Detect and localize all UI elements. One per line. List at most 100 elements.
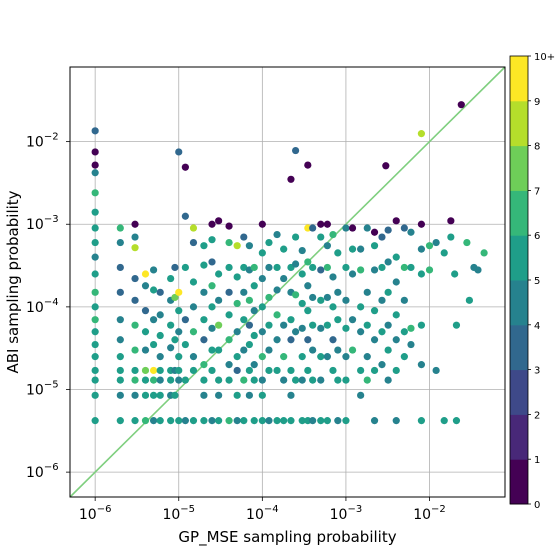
data-point (189, 303, 198, 311)
data-point (280, 376, 288, 384)
data-point (317, 220, 325, 228)
data-point (432, 238, 440, 247)
colorbar-segment (510, 369, 528, 415)
data-point (189, 366, 198, 375)
data-point (357, 328, 365, 336)
data-point (189, 417, 198, 425)
data-point (200, 288, 208, 296)
data-point (304, 366, 312, 375)
data-point (225, 376, 233, 384)
data-point (175, 307, 183, 315)
data-point (141, 328, 150, 336)
data-point (258, 353, 266, 361)
data-point (432, 366, 440, 375)
data-point (370, 307, 379, 315)
colorbar-tick-label: 5 (534, 276, 540, 287)
data-point (258, 274, 266, 283)
data-point (292, 233, 300, 241)
data-point (357, 245, 365, 253)
data-point (245, 296, 253, 304)
data-point (317, 353, 325, 361)
data-point (384, 226, 392, 234)
data-point (378, 263, 386, 272)
data-point (141, 376, 150, 384)
data-point (181, 212, 189, 220)
data-point (357, 391, 365, 399)
data-point (240, 417, 248, 425)
data-point (273, 311, 281, 319)
data-point (273, 263, 281, 272)
data-point (131, 376, 139, 384)
data-point (215, 391, 223, 399)
data-point (116, 224, 124, 232)
data-point (329, 273, 337, 281)
data-point (141, 391, 150, 399)
data-point (91, 127, 99, 135)
data-point (149, 417, 158, 425)
data-point (91, 366, 99, 375)
data-point (233, 391, 241, 399)
data-point (175, 328, 183, 336)
data-point (116, 238, 124, 247)
data-point (323, 417, 331, 425)
y-tick-label: 10−5 (26, 380, 59, 399)
colorbar-tick-label: 2 (534, 410, 540, 421)
data-point (245, 391, 253, 399)
data-point (141, 270, 150, 278)
data-point (149, 366, 158, 375)
data-point (407, 263, 415, 272)
data-point (171, 391, 179, 399)
data-point (200, 391, 208, 399)
data-point (167, 344, 175, 352)
data-point (141, 417, 150, 425)
data-point (298, 299, 306, 308)
data-point (91, 316, 99, 324)
data-point (245, 366, 253, 375)
data-point (156, 366, 164, 375)
data-point (273, 230, 281, 239)
data-point (156, 311, 164, 319)
data-point (149, 286, 158, 294)
colorbar-tick-label: 4 (534, 321, 540, 332)
data-point (363, 376, 371, 384)
y-tick-label: 10−2 (26, 132, 59, 151)
data-point (400, 263, 408, 272)
data-point (304, 161, 312, 169)
reference-line (69, 66, 506, 498)
data-point (91, 417, 99, 425)
data-point (258, 249, 266, 257)
y-tick-label: 10−3 (26, 214, 59, 233)
colorbar-tick-label: 7 (534, 186, 540, 197)
data-point (309, 346, 317, 354)
data-point (323, 353, 331, 361)
data-point (116, 316, 124, 324)
data-point (452, 417, 461, 425)
data-point (250, 307, 258, 315)
data-point (149, 391, 158, 399)
data-point (233, 273, 241, 281)
data-point (342, 376, 350, 384)
data-point (425, 242, 434, 250)
data-point (245, 242, 253, 250)
data-point (91, 303, 99, 311)
data-point (245, 321, 253, 329)
colorbar-tick-label: 0 (534, 500, 540, 511)
colorbar-segment (510, 56, 528, 102)
data-point (317, 233, 325, 241)
data-point (131, 391, 139, 399)
data-point (189, 328, 198, 336)
data-point (273, 366, 281, 375)
data-point (304, 336, 312, 344)
data-point (156, 391, 164, 399)
data-point (317, 376, 325, 384)
data-point (225, 417, 233, 425)
data-point (363, 288, 371, 296)
data-point (348, 270, 357, 278)
data-point (189, 353, 198, 361)
colorbar-segment (510, 100, 528, 147)
data-point (309, 376, 317, 384)
data-point (417, 130, 426, 138)
data-point (384, 376, 392, 384)
data-point (400, 296, 408, 304)
